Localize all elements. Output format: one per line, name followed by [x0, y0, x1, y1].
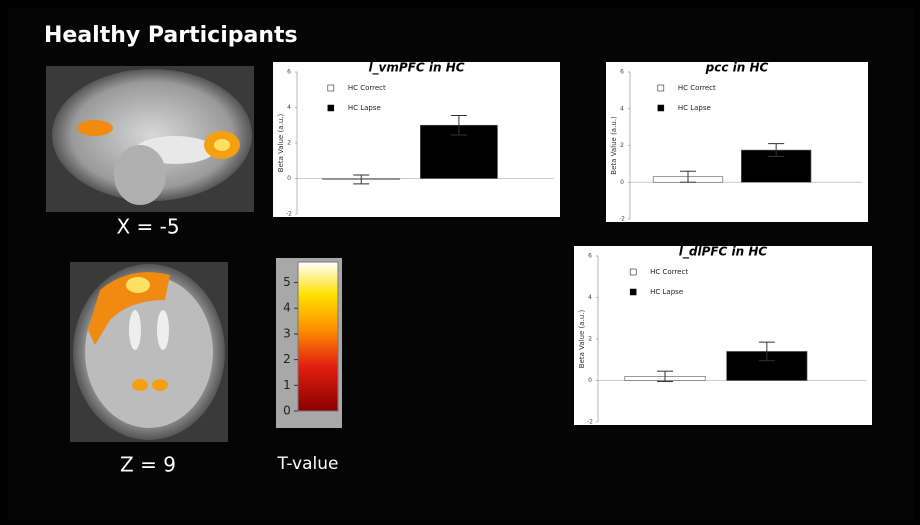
legend-label: HC Lapse — [650, 288, 683, 296]
chart-title: l_vmPFC in HC — [368, 61, 464, 76]
sagittal-image — [46, 66, 254, 212]
y-tick-label: 2 — [588, 336, 592, 343]
y-tick-label: 4 — [588, 294, 592, 301]
y-tick-label: 2 — [620, 142, 624, 149]
colorbar-tick-label: 3 — [283, 326, 291, 340]
y-axis-label: Beta Value (a.u.) — [578, 310, 586, 369]
y-tick-label: 4 — [620, 105, 624, 112]
y-tick-label: 0 — [287, 175, 291, 182]
y-tick-label: 6 — [588, 253, 592, 260]
colorbar-tick-label: 1 — [283, 378, 291, 392]
legend-swatch — [328, 85, 334, 91]
legend-swatch — [630, 289, 636, 295]
legend-label: HC Correct — [650, 268, 688, 276]
legend-label: HC Correct — [678, 84, 716, 92]
y-axis-label: Beta Value (a.u.) — [277, 114, 285, 173]
y-tick-label: -2 — [286, 211, 292, 218]
y-tick-label: 0 — [588, 377, 592, 384]
colorbar-tick-label: 2 — [283, 352, 291, 366]
colorbar-tick-label: 4 — [283, 301, 291, 315]
legend-label: HC Lapse — [678, 104, 711, 112]
colorbar-tick-label: 5 — [283, 275, 291, 289]
image-label: X = -5 — [116, 215, 179, 239]
legend-swatch — [658, 105, 664, 111]
colorbar-tick-label: 0 — [283, 404, 291, 418]
chart-title: l_dlPFC in HC — [679, 245, 768, 260]
image-label: Z = 9 — [120, 453, 176, 477]
y-axis-label: Beta Value (a.u.) — [610, 116, 618, 175]
y-tick-label: -2 — [587, 419, 593, 426]
chart-background — [574, 246, 872, 425]
axial-image — [70, 262, 228, 442]
legend-swatch — [658, 85, 664, 91]
chart-title: pcc in HC — [705, 61, 769, 75]
y-tick-label: 4 — [287, 104, 291, 111]
y-tick-label: -2 — [619, 216, 625, 223]
legend-label: HC Correct — [348, 84, 386, 92]
chart-background — [606, 62, 868, 222]
y-tick-label: 6 — [620, 69, 624, 76]
colorbar-gradient — [298, 262, 338, 411]
legend-label: HC Lapse — [348, 104, 381, 112]
colorbar-label: T-value — [277, 454, 339, 474]
chart-background — [273, 62, 560, 217]
page: Healthy Participants X = -5 Z = 9 T-valu… — [0, 0, 920, 525]
y-tick-label: 6 — [287, 69, 291, 76]
y-tick-label: 0 — [620, 179, 624, 186]
figure-title: Healthy Participants — [44, 23, 298, 48]
y-tick-label: 2 — [287, 140, 291, 147]
figure: Healthy Participants X = -5 Z = 9 T-valu… — [0, 0, 920, 525]
legend-swatch — [630, 269, 636, 275]
legend-swatch — [328, 105, 334, 111]
